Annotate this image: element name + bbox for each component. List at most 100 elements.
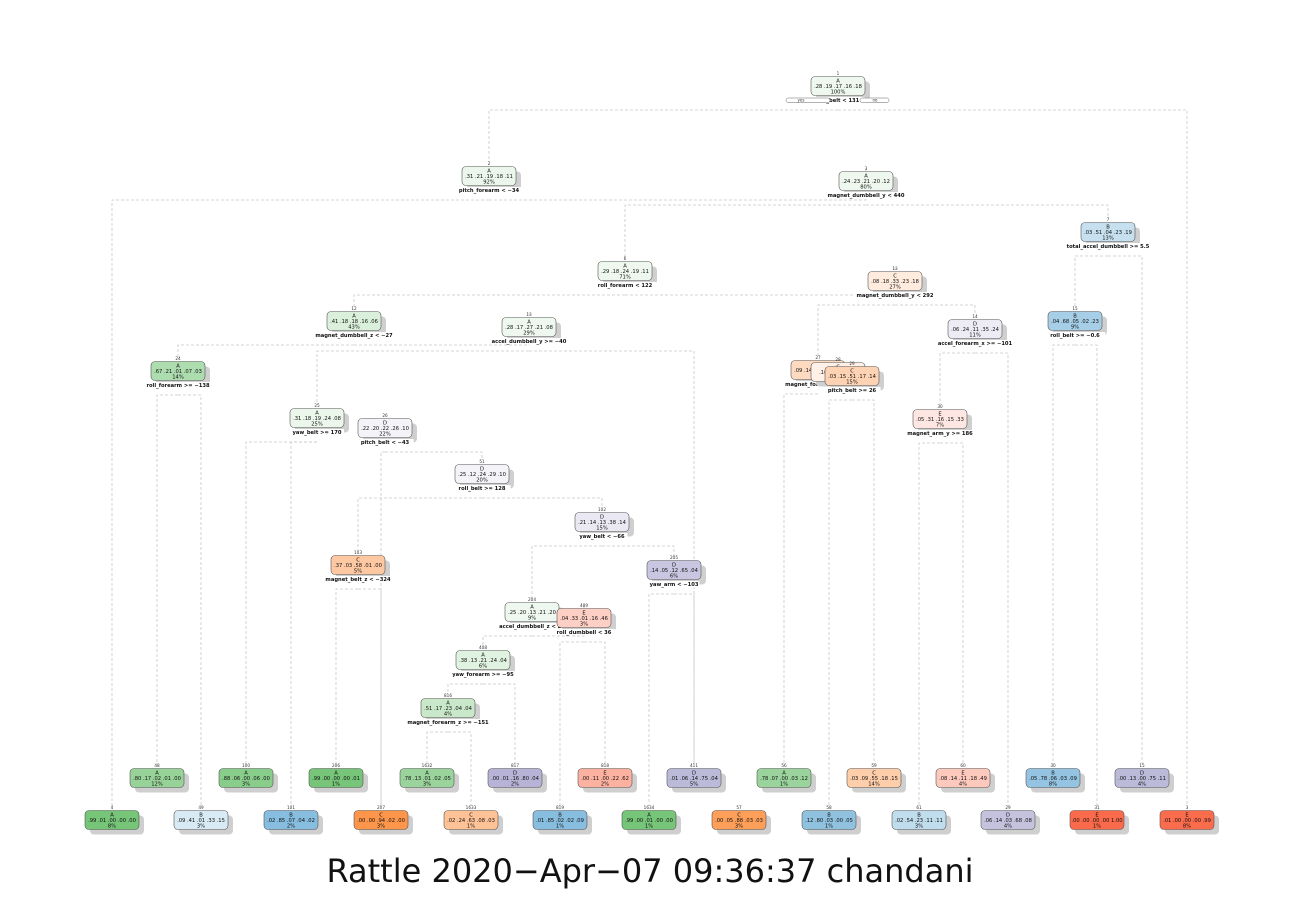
node-percent: 15% <box>846 380 858 386</box>
node-number: 28 <box>835 357 841 362</box>
tree-edge <box>625 267 896 296</box>
node-probs: .28 .17 .27 .21 .08 <box>505 325 553 331</box>
node-percent: 5% <box>354 569 362 575</box>
node-box <box>218 768 274 788</box>
node-box <box>326 311 382 331</box>
node-box <box>838 171 894 191</box>
node-number: 30 <box>1050 763 1056 768</box>
node-box <box>666 768 722 788</box>
split-label-bg <box>826 192 906 199</box>
node-percent: 11% <box>969 333 981 339</box>
node-percent: 22% <box>379 432 391 438</box>
node-number: 411 <box>690 763 698 768</box>
root-branch-labels: yes no <box>785 98 890 103</box>
node-number: 13 <box>526 312 532 317</box>
tree-node-101: 101 B.02 .85 .07 .04 .022% <box>263 805 323 835</box>
split-label-bg <box>935 340 1015 347</box>
node-percent: 13% <box>1102 236 1114 242</box>
tree-node-30: 30 B.05 .78 .06 .03 .098% <box>1025 763 1085 793</box>
tree-edge <box>584 641 606 764</box>
split-label-bg <box>356 439 414 446</box>
tree-node-57: 57 C.00 .05 .88 .03 .033% <box>711 805 771 835</box>
node-percent: 3% <box>580 622 588 628</box>
node-class: D <box>600 515 604 521</box>
node-probs: .02 .85 .07 .04 .02 <box>267 818 315 824</box>
node-class: A <box>155 771 159 777</box>
tree-edge <box>895 304 976 315</box>
no-label: no <box>873 98 879 103</box>
node-probs: .78 .13 .01 .02 .05 <box>403 776 451 782</box>
node-number: 30 <box>937 404 943 409</box>
tree-edge <box>177 344 354 357</box>
node-percent: 4% <box>1138 782 1146 788</box>
node-class: B <box>827 813 831 819</box>
node-percent: 8% <box>108 824 116 830</box>
split-label: magnet_dumbbell_z < −27 <box>315 333 393 339</box>
node-probs: .05 .78 .06 .03 .09 <box>1029 776 1077 782</box>
node-number: 1633 <box>466 805 477 810</box>
split-label-bg <box>855 292 935 299</box>
node-probs: .51 .17 .23 .04 .04 <box>424 706 473 712</box>
node-probs: .24 .23 .21 .20 .12 <box>842 179 890 185</box>
split-label-bg <box>1044 332 1106 339</box>
node-percent: 6% <box>670 574 678 580</box>
node-box <box>443 810 499 830</box>
node-percent: 1% <box>645 824 653 830</box>
split-label-bg <box>811 97 865 104</box>
node-number: 58 <box>826 805 832 810</box>
node-class: A <box>836 79 840 85</box>
node-probs: .03 .51 .04 .23 .19 <box>1084 230 1132 236</box>
split-label: roll_belt >= −0.6 <box>1050 333 1100 339</box>
node-probs: .99 .00 .01 .00 .00 <box>625 818 673 824</box>
tree-edge <box>852 399 875 764</box>
node-number: 14 <box>972 314 978 319</box>
node-number: 103 <box>354 550 362 555</box>
node-percent: 80% <box>860 185 872 191</box>
node-box <box>711 810 767 830</box>
tree-node-58: 58 B.12 .80 .03 .00 .051% <box>801 805 861 835</box>
node-probs: .00 .13 .00 .75 .11 <box>1118 776 1166 782</box>
node-percent: 100% <box>831 90 846 96</box>
node-percent: 14% <box>868 782 880 788</box>
tree-edge <box>178 394 202 806</box>
split-label-bg <box>648 581 700 588</box>
node-box <box>84 810 140 830</box>
node-probs: .00 .00 .00 .00 1.00 <box>1071 818 1122 824</box>
node-box <box>556 608 612 628</box>
tree-edge <box>828 399 852 806</box>
tree-node-819: 819 B.01 .85 .02 .02 .091% <box>532 805 592 835</box>
split-label: yaw_arm < −103 <box>650 582 699 588</box>
split-label-bg <box>593 282 657 289</box>
node-class: A <box>425 771 429 777</box>
tree-edge <box>531 545 602 598</box>
tree-edge <box>624 204 866 257</box>
node-probs: .31 .21 .19 .18 .11 <box>465 174 513 180</box>
node-percent: 3% <box>915 824 923 830</box>
node-box <box>935 768 991 788</box>
node-number: 3 <box>865 166 868 171</box>
split-label: pitch_belt < −43 <box>361 440 410 446</box>
node-number: 57 <box>736 805 742 810</box>
node-number: 1632 <box>422 763 433 768</box>
node-box <box>532 810 588 830</box>
node-number: 12 <box>351 306 357 311</box>
node-number: 15 <box>1072 306 1078 311</box>
node-box <box>891 810 947 830</box>
split-label: roll_belt < 131 <box>817 98 860 104</box>
node-box <box>1159 810 1215 830</box>
node-number: 206 <box>332 763 340 768</box>
node-probs: .99 .00 .00 .00 .01 <box>312 776 360 782</box>
tree-node-204: 204 A.25 .20 .13 .21 .209% accel_dumbbell_… <box>495 597 569 630</box>
node-class: B <box>199 813 203 819</box>
node-class: A <box>487 169 491 175</box>
node-probs: .02 .24 .63 .08 .03 <box>447 818 495 824</box>
plot-caption: Rattle 2020−Apr−07 09:36:37 chandani <box>326 852 974 890</box>
node-box <box>454 464 510 484</box>
node-percent: 29% <box>523 331 535 337</box>
node-box <box>129 768 185 788</box>
node-percent: 7% <box>936 423 944 429</box>
node-number: 61 <box>916 805 922 810</box>
node-probs: .00 .00 .94 .02 .00 <box>357 818 405 824</box>
node-number: 49 <box>198 805 204 810</box>
